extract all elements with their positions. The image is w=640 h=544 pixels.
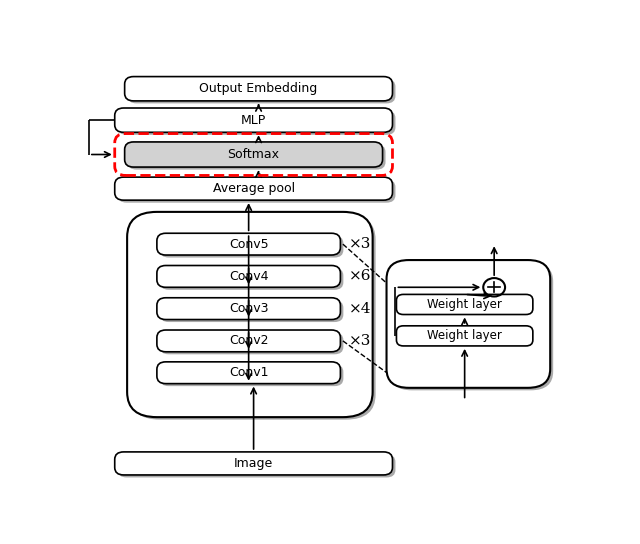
Text: ×4: ×4 bbox=[349, 302, 371, 316]
FancyBboxPatch shape bbox=[127, 145, 385, 170]
FancyBboxPatch shape bbox=[118, 110, 396, 135]
FancyBboxPatch shape bbox=[127, 79, 396, 103]
FancyBboxPatch shape bbox=[157, 265, 340, 287]
Text: Average pool: Average pool bbox=[212, 182, 294, 195]
FancyBboxPatch shape bbox=[160, 364, 344, 386]
FancyBboxPatch shape bbox=[115, 108, 392, 132]
Text: Conv3: Conv3 bbox=[229, 302, 268, 315]
Text: Conv4: Conv4 bbox=[229, 270, 268, 283]
FancyBboxPatch shape bbox=[390, 263, 553, 391]
Text: Weight layer: Weight layer bbox=[428, 298, 502, 311]
FancyBboxPatch shape bbox=[160, 300, 344, 322]
Text: Conv5: Conv5 bbox=[229, 238, 268, 251]
FancyBboxPatch shape bbox=[125, 77, 392, 101]
Text: ×3: ×3 bbox=[349, 334, 371, 348]
FancyBboxPatch shape bbox=[115, 177, 392, 200]
Text: MLP: MLP bbox=[241, 114, 266, 127]
Text: ×6: ×6 bbox=[349, 269, 371, 283]
FancyBboxPatch shape bbox=[157, 298, 340, 319]
FancyBboxPatch shape bbox=[127, 212, 372, 417]
FancyBboxPatch shape bbox=[115, 452, 392, 475]
Text: Conv2: Conv2 bbox=[229, 335, 268, 348]
FancyBboxPatch shape bbox=[160, 236, 344, 257]
FancyBboxPatch shape bbox=[160, 268, 344, 290]
FancyBboxPatch shape bbox=[157, 233, 340, 255]
FancyBboxPatch shape bbox=[160, 332, 344, 354]
Text: Conv1: Conv1 bbox=[229, 366, 268, 379]
FancyBboxPatch shape bbox=[118, 454, 396, 478]
Text: Image: Image bbox=[234, 457, 273, 470]
Text: ×3: ×3 bbox=[349, 237, 371, 251]
FancyBboxPatch shape bbox=[396, 326, 533, 346]
FancyBboxPatch shape bbox=[118, 180, 396, 203]
FancyBboxPatch shape bbox=[125, 142, 383, 167]
FancyBboxPatch shape bbox=[130, 214, 376, 419]
Text: Softmax: Softmax bbox=[228, 148, 280, 161]
Text: Weight layer: Weight layer bbox=[428, 329, 502, 342]
FancyBboxPatch shape bbox=[157, 362, 340, 384]
Text: Output Embedding: Output Embedding bbox=[200, 82, 317, 95]
FancyBboxPatch shape bbox=[396, 294, 533, 314]
FancyBboxPatch shape bbox=[157, 330, 340, 352]
FancyBboxPatch shape bbox=[387, 260, 550, 388]
